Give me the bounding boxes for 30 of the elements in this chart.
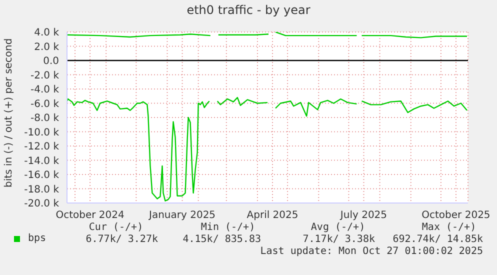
text: Min (-/+) [200,222,256,233]
text: 6.77k/ 3.27k [84,234,158,245]
y-tick-label: 4.0 k [34,28,60,39]
y-tick-label: -4.0 k [30,84,60,96]
y-axis-title: bits in (-) / out (+) per second [4,38,15,188]
text: Max (-/+) [420,222,478,233]
y-tick-label: -2.0 k [30,70,60,82]
x-tick-label: April 2025 [246,210,298,222]
x-tick-label: January 2025 [148,210,216,222]
x-tick-label: October 2025 [422,210,490,222]
y-tick-label: -8.0 k [30,113,60,124]
y-tick-label: -20.0 k [24,198,60,210]
y-tick-label: -12.0 k [24,142,60,153]
x-tick-label: October 2024 [56,210,124,222]
text: 4.15k/ 835.83 [182,234,261,245]
y-tick-label: -6.0 k [30,98,60,110]
y-tick-label: -10.0 k [24,127,60,138]
y-tick-label: -14.0 k [24,156,60,167]
legend-label: bps [28,233,46,244]
text: Last update: Mon Oct 27 01:00:02 2025 [259,246,483,257]
y-tick-label: -16.0 k [24,170,60,182]
y-tick-label: 0.0 [43,56,59,68]
text: 7.17k/ 3.38k [302,234,375,245]
x-tick-label: July 2025 [339,210,388,222]
text: 692.74k/ 14.85k [392,234,483,245]
y-tick-label: -18.0 k [24,184,60,196]
chart-title: eth0 traffic - by year [186,3,312,17]
text: Avg (-/+) [310,222,366,233]
text: Cur (-/+) [88,222,144,233]
y-tick-label: 2.0 k [34,42,60,53]
